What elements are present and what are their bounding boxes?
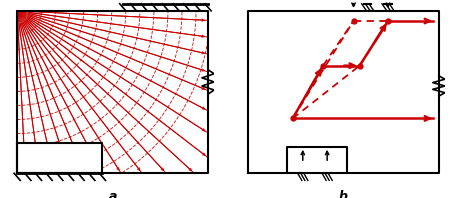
Text: a: a: [108, 189, 116, 198]
Text: b: b: [338, 189, 347, 198]
